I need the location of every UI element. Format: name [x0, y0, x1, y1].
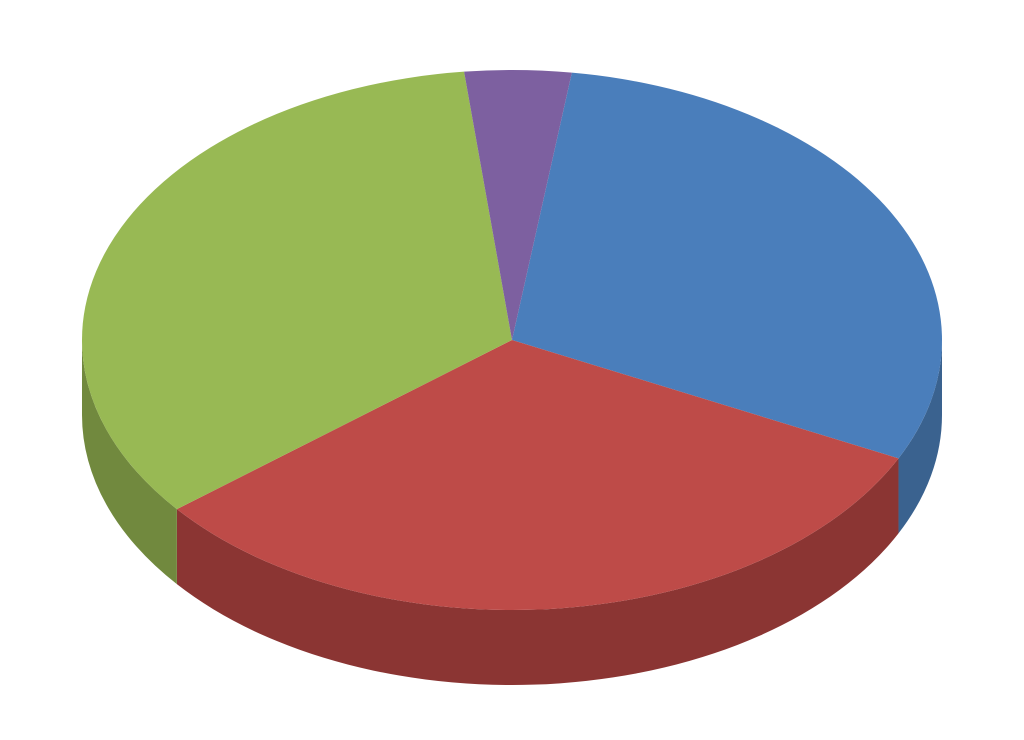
- pie-chart-3d: [0, 0, 1024, 740]
